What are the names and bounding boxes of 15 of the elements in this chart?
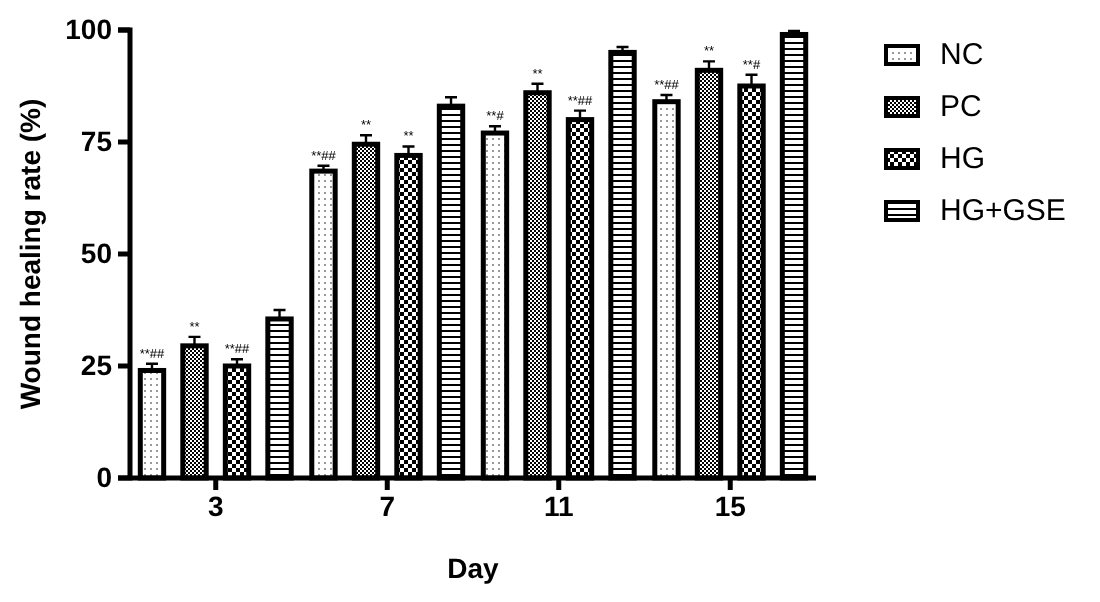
y-tick-label: 75 xyxy=(80,124,113,157)
y-axis-title: Wound healing rate (%) xyxy=(14,98,46,410)
x-axis-title: Day xyxy=(447,552,500,584)
y-tick-label: 0 xyxy=(96,460,113,493)
x-tick-label: 15 xyxy=(714,489,747,522)
x-tick-label: 3 xyxy=(207,489,224,522)
legend-label: HG xyxy=(940,142,985,176)
y-tick-label: 25 xyxy=(80,348,113,381)
y-tick-label: 100 xyxy=(65,12,113,45)
x-tick-label: 7 xyxy=(379,489,396,522)
legend-label: HG+GSE xyxy=(940,194,1066,228)
legend-label: PC xyxy=(940,90,983,124)
x-tick-label: 11 xyxy=(543,489,574,522)
y-tick-label: 50 xyxy=(80,236,113,269)
legend-label: NC xyxy=(940,38,984,72)
